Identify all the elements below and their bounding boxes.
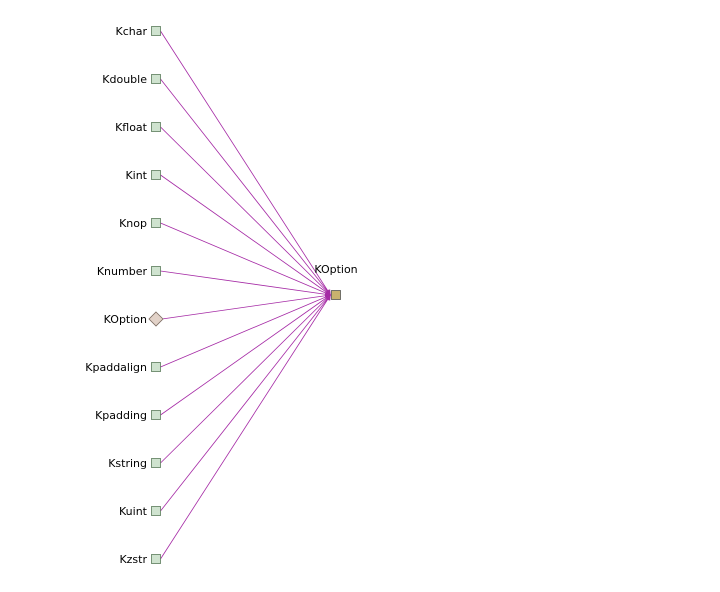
node-kpaddalign[interactable] xyxy=(151,362,161,372)
edge-knumber-to-koption xyxy=(160,270,332,298)
edge-knop-to-koption xyxy=(160,222,332,296)
node-kuint[interactable] xyxy=(151,506,161,516)
node-label-kstring: Kstring xyxy=(108,457,147,470)
node-kint[interactable] xyxy=(151,170,161,180)
node-label-kchar: Kchar xyxy=(116,25,148,38)
edge-kuint-to-koption xyxy=(160,294,331,512)
target-node-group: KOption xyxy=(314,263,358,300)
edges-group xyxy=(160,30,332,560)
edge-kchar-to-koption xyxy=(160,30,331,296)
edge-koption-to-koption xyxy=(161,292,332,320)
node-koption-diamond[interactable] xyxy=(148,311,164,327)
node-kdouble[interactable] xyxy=(151,74,161,84)
node-label-knop: Knop xyxy=(119,217,147,230)
node-kstring[interactable] xyxy=(151,458,161,468)
edge-kfloat-to-koption xyxy=(160,126,331,296)
edge-kdouble-to-koption xyxy=(160,78,331,296)
node-label-knumber: Knumber xyxy=(97,265,148,278)
node-kpadding[interactable] xyxy=(151,410,161,420)
target-node-label: KOption xyxy=(314,263,357,276)
target-node-koption[interactable] xyxy=(331,290,341,300)
node-knumber[interactable] xyxy=(151,266,161,276)
node-kfloat[interactable] xyxy=(151,122,161,132)
edge-kzstr-to-koption xyxy=(160,294,331,560)
node-label-kuint: Kuint xyxy=(119,505,148,518)
node-label-kzstr: Kzstr xyxy=(119,553,147,566)
edge-kstring-to-koption xyxy=(160,294,331,464)
edge-kpaddalign-to-koption xyxy=(160,294,332,368)
node-label-koption: KOption xyxy=(104,313,147,326)
edge-kint-to-koption xyxy=(160,174,331,296)
node-label-kfloat: Kfloat xyxy=(115,121,148,134)
node-label-kpadding: Kpadding xyxy=(95,409,147,422)
node-kchar[interactable] xyxy=(151,26,161,36)
node-label-kint: Kint xyxy=(125,169,147,182)
node-knop[interactable] xyxy=(151,218,161,228)
nodes-group: Kchar Kdouble Kfloat Kint Knop Knumber KOption… xyxy=(85,25,164,566)
node-kzstr[interactable] xyxy=(151,554,161,564)
node-label-kpaddalign: Kpaddalign xyxy=(85,361,147,374)
node-label-kdouble: Kdouble xyxy=(102,73,147,86)
edge-kpadding-to-koption xyxy=(160,294,331,416)
